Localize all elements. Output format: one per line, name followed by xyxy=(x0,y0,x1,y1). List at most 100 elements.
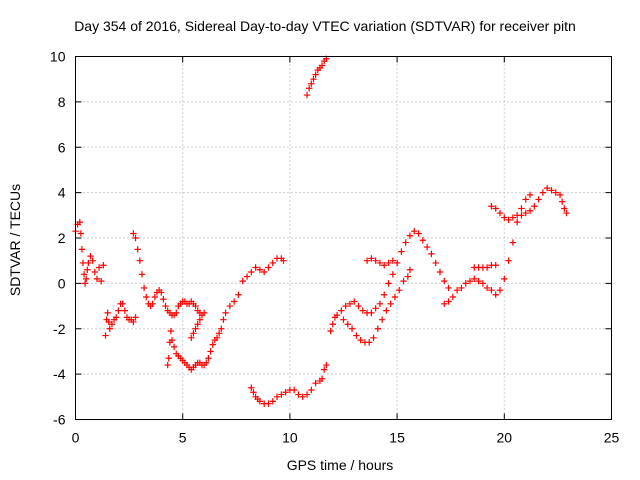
data-point xyxy=(192,325,199,332)
data-point xyxy=(115,307,122,314)
data-point xyxy=(389,271,397,278)
data-point xyxy=(256,398,264,405)
data-point xyxy=(327,327,334,335)
data-point xyxy=(138,271,146,278)
data-point xyxy=(558,198,566,205)
data-point xyxy=(106,325,114,332)
data-point xyxy=(80,271,88,278)
data-point xyxy=(404,273,412,280)
data-point xyxy=(389,257,397,264)
data-point xyxy=(518,205,525,212)
data-point xyxy=(445,298,452,305)
x-tick-label: 0 xyxy=(72,430,80,446)
data-point xyxy=(140,284,148,292)
data-point xyxy=(130,230,137,237)
data-point xyxy=(248,384,255,391)
data-point xyxy=(108,321,116,328)
data-point xyxy=(168,336,176,344)
data-point xyxy=(475,277,482,285)
data-point xyxy=(215,330,223,337)
data-point xyxy=(113,314,120,321)
data-point xyxy=(526,191,534,199)
data-point xyxy=(355,302,362,310)
data-point xyxy=(462,280,469,287)
data-point xyxy=(269,259,276,267)
data-point xyxy=(303,391,311,398)
data-point xyxy=(321,366,328,373)
series-arc-7 xyxy=(303,55,330,99)
data-point xyxy=(372,257,379,264)
data-point xyxy=(445,284,452,292)
data-point xyxy=(505,216,512,224)
data-point xyxy=(357,336,364,344)
y-tick-label: -2 xyxy=(53,321,66,337)
data-point xyxy=(509,239,517,246)
data-point xyxy=(132,234,139,242)
x-tick-label: 15 xyxy=(389,430,405,446)
data-point xyxy=(91,268,98,276)
data-point xyxy=(492,205,499,212)
data-point xyxy=(192,302,199,310)
data-point xyxy=(441,277,448,285)
data-point xyxy=(78,246,86,253)
data-point xyxy=(381,291,388,298)
data-point xyxy=(419,237,427,244)
chart-title: Day 354 of 2016, Sidereal Day-to-day VTE… xyxy=(74,18,576,34)
data-point xyxy=(518,212,525,219)
y-axis-label: SDTVAR / TECUs xyxy=(7,184,23,296)
y-tick-label: 4 xyxy=(58,185,66,201)
series-arc-2 xyxy=(102,300,139,339)
data-point xyxy=(423,243,431,251)
data-point xyxy=(543,184,551,192)
data-point xyxy=(132,314,139,321)
y-tick-label: 8 xyxy=(58,94,66,110)
data-point xyxy=(370,334,377,342)
data-point xyxy=(278,391,285,398)
data-point xyxy=(522,196,529,203)
data-point xyxy=(383,307,390,314)
data-point xyxy=(509,214,517,221)
data-point xyxy=(351,298,358,305)
data-point xyxy=(378,316,386,323)
x-axis-ticks: 0 5 10 15 20 25 xyxy=(72,56,619,446)
series-arc-9 xyxy=(340,266,414,346)
data-point xyxy=(260,268,268,276)
data-point xyxy=(340,316,347,323)
x-tick-label: 5 xyxy=(179,430,187,446)
data-point xyxy=(290,386,298,394)
x-axis-label: GPS time / hours xyxy=(287,457,394,473)
data-point xyxy=(149,300,156,307)
data-point xyxy=(376,300,384,307)
data-point xyxy=(308,80,315,87)
data-point xyxy=(226,302,234,310)
data-point xyxy=(209,341,216,348)
data-point xyxy=(305,85,313,92)
series-arc-12 xyxy=(471,262,499,271)
data-point xyxy=(385,259,392,267)
x-tick-label: 20 xyxy=(497,430,513,446)
data-point xyxy=(539,189,547,196)
data-point xyxy=(218,325,225,332)
data-point xyxy=(207,348,214,355)
data-point xyxy=(173,309,180,317)
x-tick-label: 10 xyxy=(282,430,298,446)
data-point xyxy=(374,325,382,332)
data-point xyxy=(415,230,422,237)
data-point xyxy=(496,209,504,217)
data-point xyxy=(98,277,105,285)
data-point xyxy=(85,259,92,267)
data-point xyxy=(342,302,349,310)
data-point xyxy=(104,309,111,317)
data-point xyxy=(235,291,242,298)
data-points xyxy=(72,55,570,407)
data-point xyxy=(496,286,504,294)
y-tick-label: 2 xyxy=(58,230,66,246)
plot-frame xyxy=(75,56,612,420)
data-point xyxy=(312,71,319,78)
data-point xyxy=(303,91,311,99)
data-point xyxy=(136,257,144,264)
data-point xyxy=(402,239,409,246)
data-point xyxy=(164,361,171,369)
data-point xyxy=(363,257,371,264)
